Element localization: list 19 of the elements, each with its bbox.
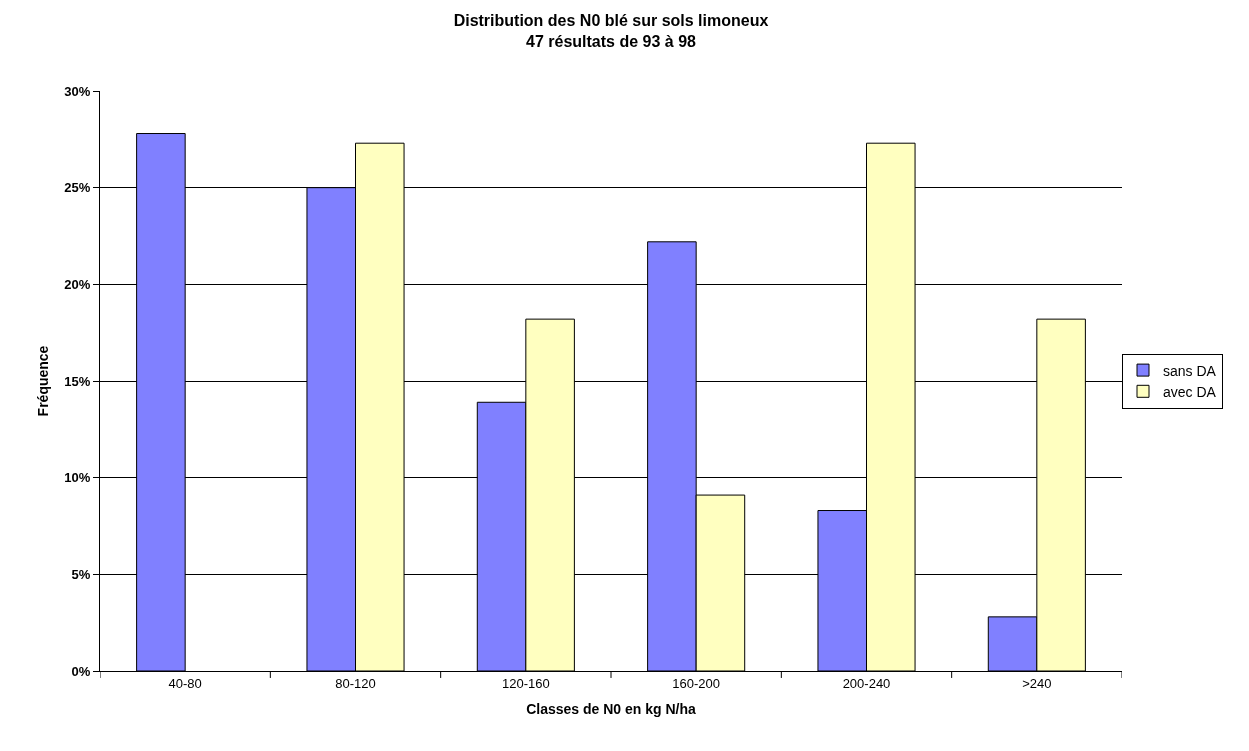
x-tick-label: >240 bbox=[1022, 675, 1052, 691]
legend-label: sans DA bbox=[1163, 362, 1217, 379]
y-tick-label: 20% bbox=[64, 276, 91, 292]
x-axis-title: Classes de N0 en kg N/ha bbox=[526, 700, 697, 717]
y-tick-label: 15% bbox=[64, 373, 91, 389]
x-tick-label: 40-80 bbox=[168, 675, 202, 691]
x-tick-label: 120-160 bbox=[501, 675, 550, 691]
legend-label: avec DA bbox=[1163, 383, 1217, 400]
y-tick-label: 0% bbox=[71, 663, 91, 679]
x-tick-label: 200-240 bbox=[842, 675, 891, 691]
x-tick-label: 160-200 bbox=[672, 675, 721, 691]
chart-title: Distribution des N0 blé sur sols limoneux bbox=[453, 12, 769, 30]
y-tick-label: 25% bbox=[64, 180, 91, 196]
y-tick-label: 10% bbox=[64, 470, 91, 486]
y-tick-label: 5% bbox=[71, 566, 91, 582]
chart-subtitle: 47 résultats de 93 à 98 bbox=[526, 33, 697, 51]
y-axis-title: Fréquence bbox=[34, 345, 51, 417]
y-tick-label: 30% bbox=[64, 83, 91, 99]
x-tick-label: 80-120 bbox=[335, 675, 376, 691]
